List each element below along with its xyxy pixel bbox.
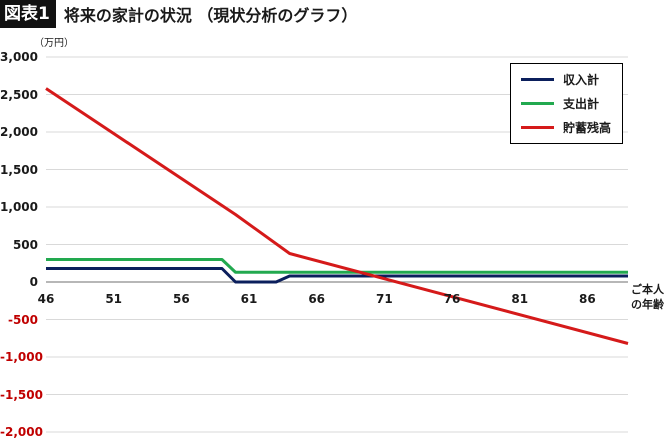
- chart-legend: 収入計支出計貯蓄残高: [510, 63, 623, 144]
- y-tick-label: 2,000: [0, 125, 38, 139]
- legend-swatch: [521, 78, 554, 81]
- legend-label: 支出計: [563, 97, 600, 111]
- legend-label: 収入計: [563, 73, 600, 87]
- figure-number-label: 図表1: [0, 0, 56, 28]
- y-tick-label: -1,500: [0, 387, 43, 402]
- x-tick-label: 46: [37, 292, 55, 306]
- legend-swatch: [521, 126, 554, 129]
- x-tick-label: 66: [308, 292, 326, 306]
- y-tick-label: 3,000: [0, 50, 38, 64]
- x-tick-label: 86: [579, 292, 596, 306]
- x-tick-label: 56: [172, 292, 190, 306]
- legend-label: 貯蓄残高: [563, 121, 612, 135]
- chart-title: 将来の家計の状況 （現状分析のグラフ）: [63, 6, 358, 25]
- y-tick-label: 500: [12, 237, 38, 252]
- x-tick-label: 81: [511, 292, 529, 306]
- x-tick-label: 76: [443, 292, 461, 306]
- x-tick-label: 71: [376, 292, 393, 306]
- x-axis-label-line-1: ご本人: [631, 283, 664, 296]
- x-axis-label-line-2: の年齢: [631, 298, 664, 311]
- y-tick-label: 1,500: [0, 162, 38, 177]
- legend-item: 収入計: [511, 71, 599, 88]
- series-line: [46, 258, 628, 274]
- legend-item: 貯蓄残高: [511, 119, 611, 136]
- x-axis-label: ご本人 の年齢: [631, 282, 664, 312]
- y-tick-label: 0: [29, 275, 38, 289]
- series-line: [46, 267, 628, 284]
- y-axis-unit-label: （万円）: [34, 38, 74, 49]
- y-tick-label: 2,500: [0, 87, 38, 102]
- y-tick-label: 1,000: [0, 200, 38, 214]
- y-tick-label: -2,000: [0, 425, 43, 439]
- figure-header: 図表1 将来の家計の状況 （現状分析のグラフ）: [0, 0, 357, 28]
- series-line: [45, 87, 629, 345]
- legend-swatch: [521, 102, 554, 105]
- x-tick-label: 51: [105, 292, 123, 306]
- y-tick-label: -1,000: [0, 350, 43, 364]
- legend-item: 支出計: [511, 95, 599, 112]
- y-tick-label: -500: [7, 312, 38, 327]
- x-tick-label: 61: [240, 292, 258, 306]
